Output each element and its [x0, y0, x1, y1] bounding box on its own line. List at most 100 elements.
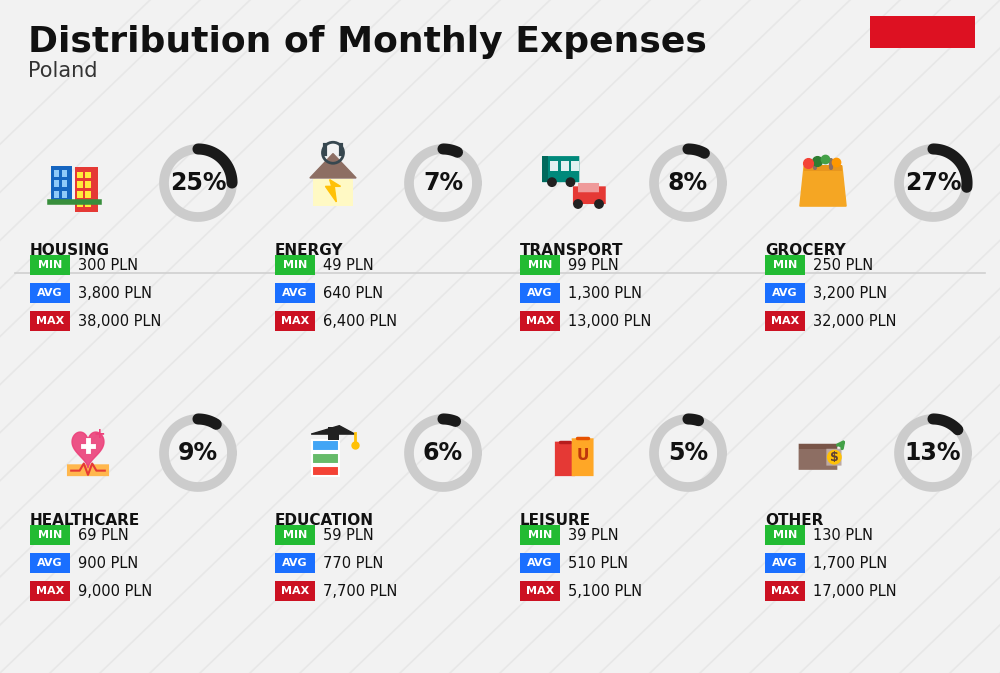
- FancyBboxPatch shape: [51, 166, 72, 202]
- Text: 13,000 PLN: 13,000 PLN: [568, 314, 651, 328]
- FancyBboxPatch shape: [275, 553, 315, 573]
- FancyBboxPatch shape: [572, 438, 594, 476]
- FancyBboxPatch shape: [765, 283, 805, 303]
- FancyBboxPatch shape: [30, 553, 70, 573]
- Text: 640 PLN: 640 PLN: [323, 285, 383, 301]
- Polygon shape: [72, 432, 104, 468]
- FancyBboxPatch shape: [520, 283, 560, 303]
- FancyBboxPatch shape: [870, 16, 975, 48]
- Text: U: U: [577, 448, 589, 462]
- Text: MAX: MAX: [771, 586, 799, 596]
- FancyBboxPatch shape: [328, 427, 339, 439]
- Text: MAX: MAX: [36, 316, 64, 326]
- Text: 8%: 8%: [668, 171, 708, 195]
- Circle shape: [574, 200, 582, 208]
- FancyBboxPatch shape: [62, 180, 67, 187]
- FancyBboxPatch shape: [765, 581, 805, 601]
- FancyBboxPatch shape: [520, 553, 560, 573]
- Text: 6,400 PLN: 6,400 PLN: [323, 314, 397, 328]
- FancyBboxPatch shape: [275, 283, 315, 303]
- Text: 5,100 PLN: 5,100 PLN: [568, 583, 642, 598]
- FancyBboxPatch shape: [765, 311, 805, 331]
- Text: 7,700 PLN: 7,700 PLN: [323, 583, 397, 598]
- FancyBboxPatch shape: [571, 161, 579, 171]
- Text: $: $: [830, 451, 839, 464]
- Polygon shape: [311, 426, 355, 434]
- FancyBboxPatch shape: [54, 180, 59, 187]
- FancyBboxPatch shape: [30, 311, 70, 331]
- Circle shape: [828, 450, 841, 464]
- FancyBboxPatch shape: [62, 190, 67, 198]
- FancyBboxPatch shape: [542, 156, 548, 182]
- Text: GROCERY: GROCERY: [765, 243, 846, 258]
- Text: AVG: AVG: [37, 288, 63, 298]
- FancyBboxPatch shape: [62, 170, 67, 177]
- FancyBboxPatch shape: [77, 181, 83, 188]
- FancyBboxPatch shape: [555, 441, 575, 476]
- Text: 900 PLN: 900 PLN: [78, 555, 138, 571]
- Text: 39 PLN: 39 PLN: [568, 528, 619, 542]
- Text: 510 PLN: 510 PLN: [568, 555, 628, 571]
- FancyBboxPatch shape: [67, 464, 109, 476]
- Text: 6%: 6%: [423, 441, 463, 465]
- Text: 59 PLN: 59 PLN: [323, 528, 374, 542]
- Text: MAX: MAX: [526, 586, 554, 596]
- Polygon shape: [310, 153, 356, 178]
- Text: MIN: MIN: [528, 530, 552, 540]
- FancyBboxPatch shape: [312, 466, 339, 476]
- Text: 9,000 PLN: 9,000 PLN: [78, 583, 152, 598]
- FancyBboxPatch shape: [75, 168, 98, 211]
- FancyBboxPatch shape: [54, 170, 59, 177]
- Polygon shape: [800, 166, 846, 206]
- FancyBboxPatch shape: [542, 156, 579, 182]
- Text: MAX: MAX: [526, 316, 554, 326]
- FancyBboxPatch shape: [550, 161, 558, 171]
- Text: MAX: MAX: [771, 316, 799, 326]
- Text: MAX: MAX: [36, 586, 64, 596]
- Text: 99 PLN: 99 PLN: [568, 258, 619, 273]
- FancyBboxPatch shape: [826, 449, 842, 466]
- Text: TRANSPORT: TRANSPORT: [520, 243, 624, 258]
- Text: 7%: 7%: [423, 171, 463, 195]
- FancyBboxPatch shape: [85, 172, 91, 178]
- Text: MIN: MIN: [38, 530, 62, 540]
- Text: 25%: 25%: [170, 171, 226, 195]
- Text: 1,700 PLN: 1,700 PLN: [813, 555, 887, 571]
- Text: OTHER: OTHER: [765, 513, 823, 528]
- Text: 32,000 PLN: 32,000 PLN: [813, 314, 896, 328]
- FancyBboxPatch shape: [312, 440, 339, 451]
- Text: 300 PLN: 300 PLN: [78, 258, 138, 273]
- Text: EDUCATION: EDUCATION: [275, 513, 374, 528]
- Text: 5%: 5%: [668, 441, 708, 465]
- Text: 3,800 PLN: 3,800 PLN: [78, 285, 152, 301]
- Text: 250 PLN: 250 PLN: [813, 258, 873, 273]
- FancyBboxPatch shape: [275, 311, 315, 331]
- FancyBboxPatch shape: [30, 525, 70, 545]
- FancyBboxPatch shape: [275, 525, 315, 545]
- Text: 17,000 PLN: 17,000 PLN: [813, 583, 897, 598]
- FancyBboxPatch shape: [312, 453, 339, 464]
- FancyBboxPatch shape: [54, 190, 59, 198]
- FancyBboxPatch shape: [313, 179, 353, 206]
- Text: 69 PLN: 69 PLN: [78, 528, 129, 542]
- Text: MIN: MIN: [528, 260, 552, 270]
- Text: LEISURE: LEISURE: [520, 513, 591, 528]
- Circle shape: [595, 200, 603, 208]
- FancyBboxPatch shape: [520, 581, 560, 601]
- FancyBboxPatch shape: [765, 525, 805, 545]
- Text: MIN: MIN: [283, 260, 307, 270]
- Text: MAX: MAX: [281, 586, 309, 596]
- Text: ENERGY: ENERGY: [275, 243, 344, 258]
- FancyBboxPatch shape: [799, 444, 837, 470]
- Text: AVG: AVG: [282, 558, 308, 568]
- FancyBboxPatch shape: [275, 255, 315, 275]
- FancyBboxPatch shape: [30, 581, 70, 601]
- Text: 130 PLN: 130 PLN: [813, 528, 873, 542]
- Text: 13%: 13%: [905, 441, 961, 465]
- FancyBboxPatch shape: [520, 311, 560, 331]
- Text: AVG: AVG: [527, 558, 553, 568]
- FancyBboxPatch shape: [804, 165, 842, 171]
- FancyBboxPatch shape: [520, 525, 560, 545]
- Text: 1,300 PLN: 1,300 PLN: [568, 285, 642, 301]
- Text: MIN: MIN: [773, 530, 797, 540]
